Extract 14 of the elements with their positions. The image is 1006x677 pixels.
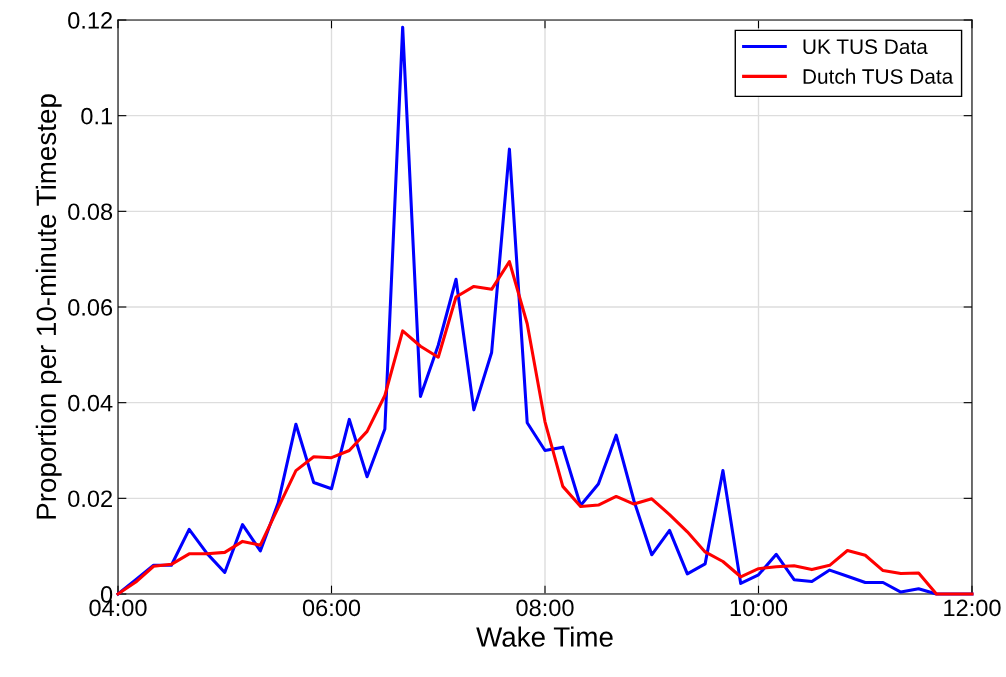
- y-tick-label: 0.06: [68, 299, 113, 316]
- legend-label: Dutch TUS Data: [803, 68, 954, 84]
- x-tick-label: 10:00: [730, 599, 788, 617]
- x-tick-label: 12:00: [944, 599, 1001, 617]
- y-tick-label: 0.04: [68, 394, 113, 412]
- x-tick-label: 08:00: [516, 599, 574, 617]
- legend-label: UK TUS Data: [803, 39, 928, 55]
- y-tick-label: 0.1: [81, 107, 112, 125]
- y-tick-label: 0.12: [68, 12, 112, 29]
- y-axis-title: Proportion per 10-minute Timestep: [35, 94, 62, 519]
- y-tick-label: 0.02: [68, 490, 112, 508]
- x-axis-title: Wake Time: [476, 626, 613, 647]
- x-tick-label: 06:00: [302, 599, 361, 617]
- y-tick-label: 0.08: [68, 203, 113, 221]
